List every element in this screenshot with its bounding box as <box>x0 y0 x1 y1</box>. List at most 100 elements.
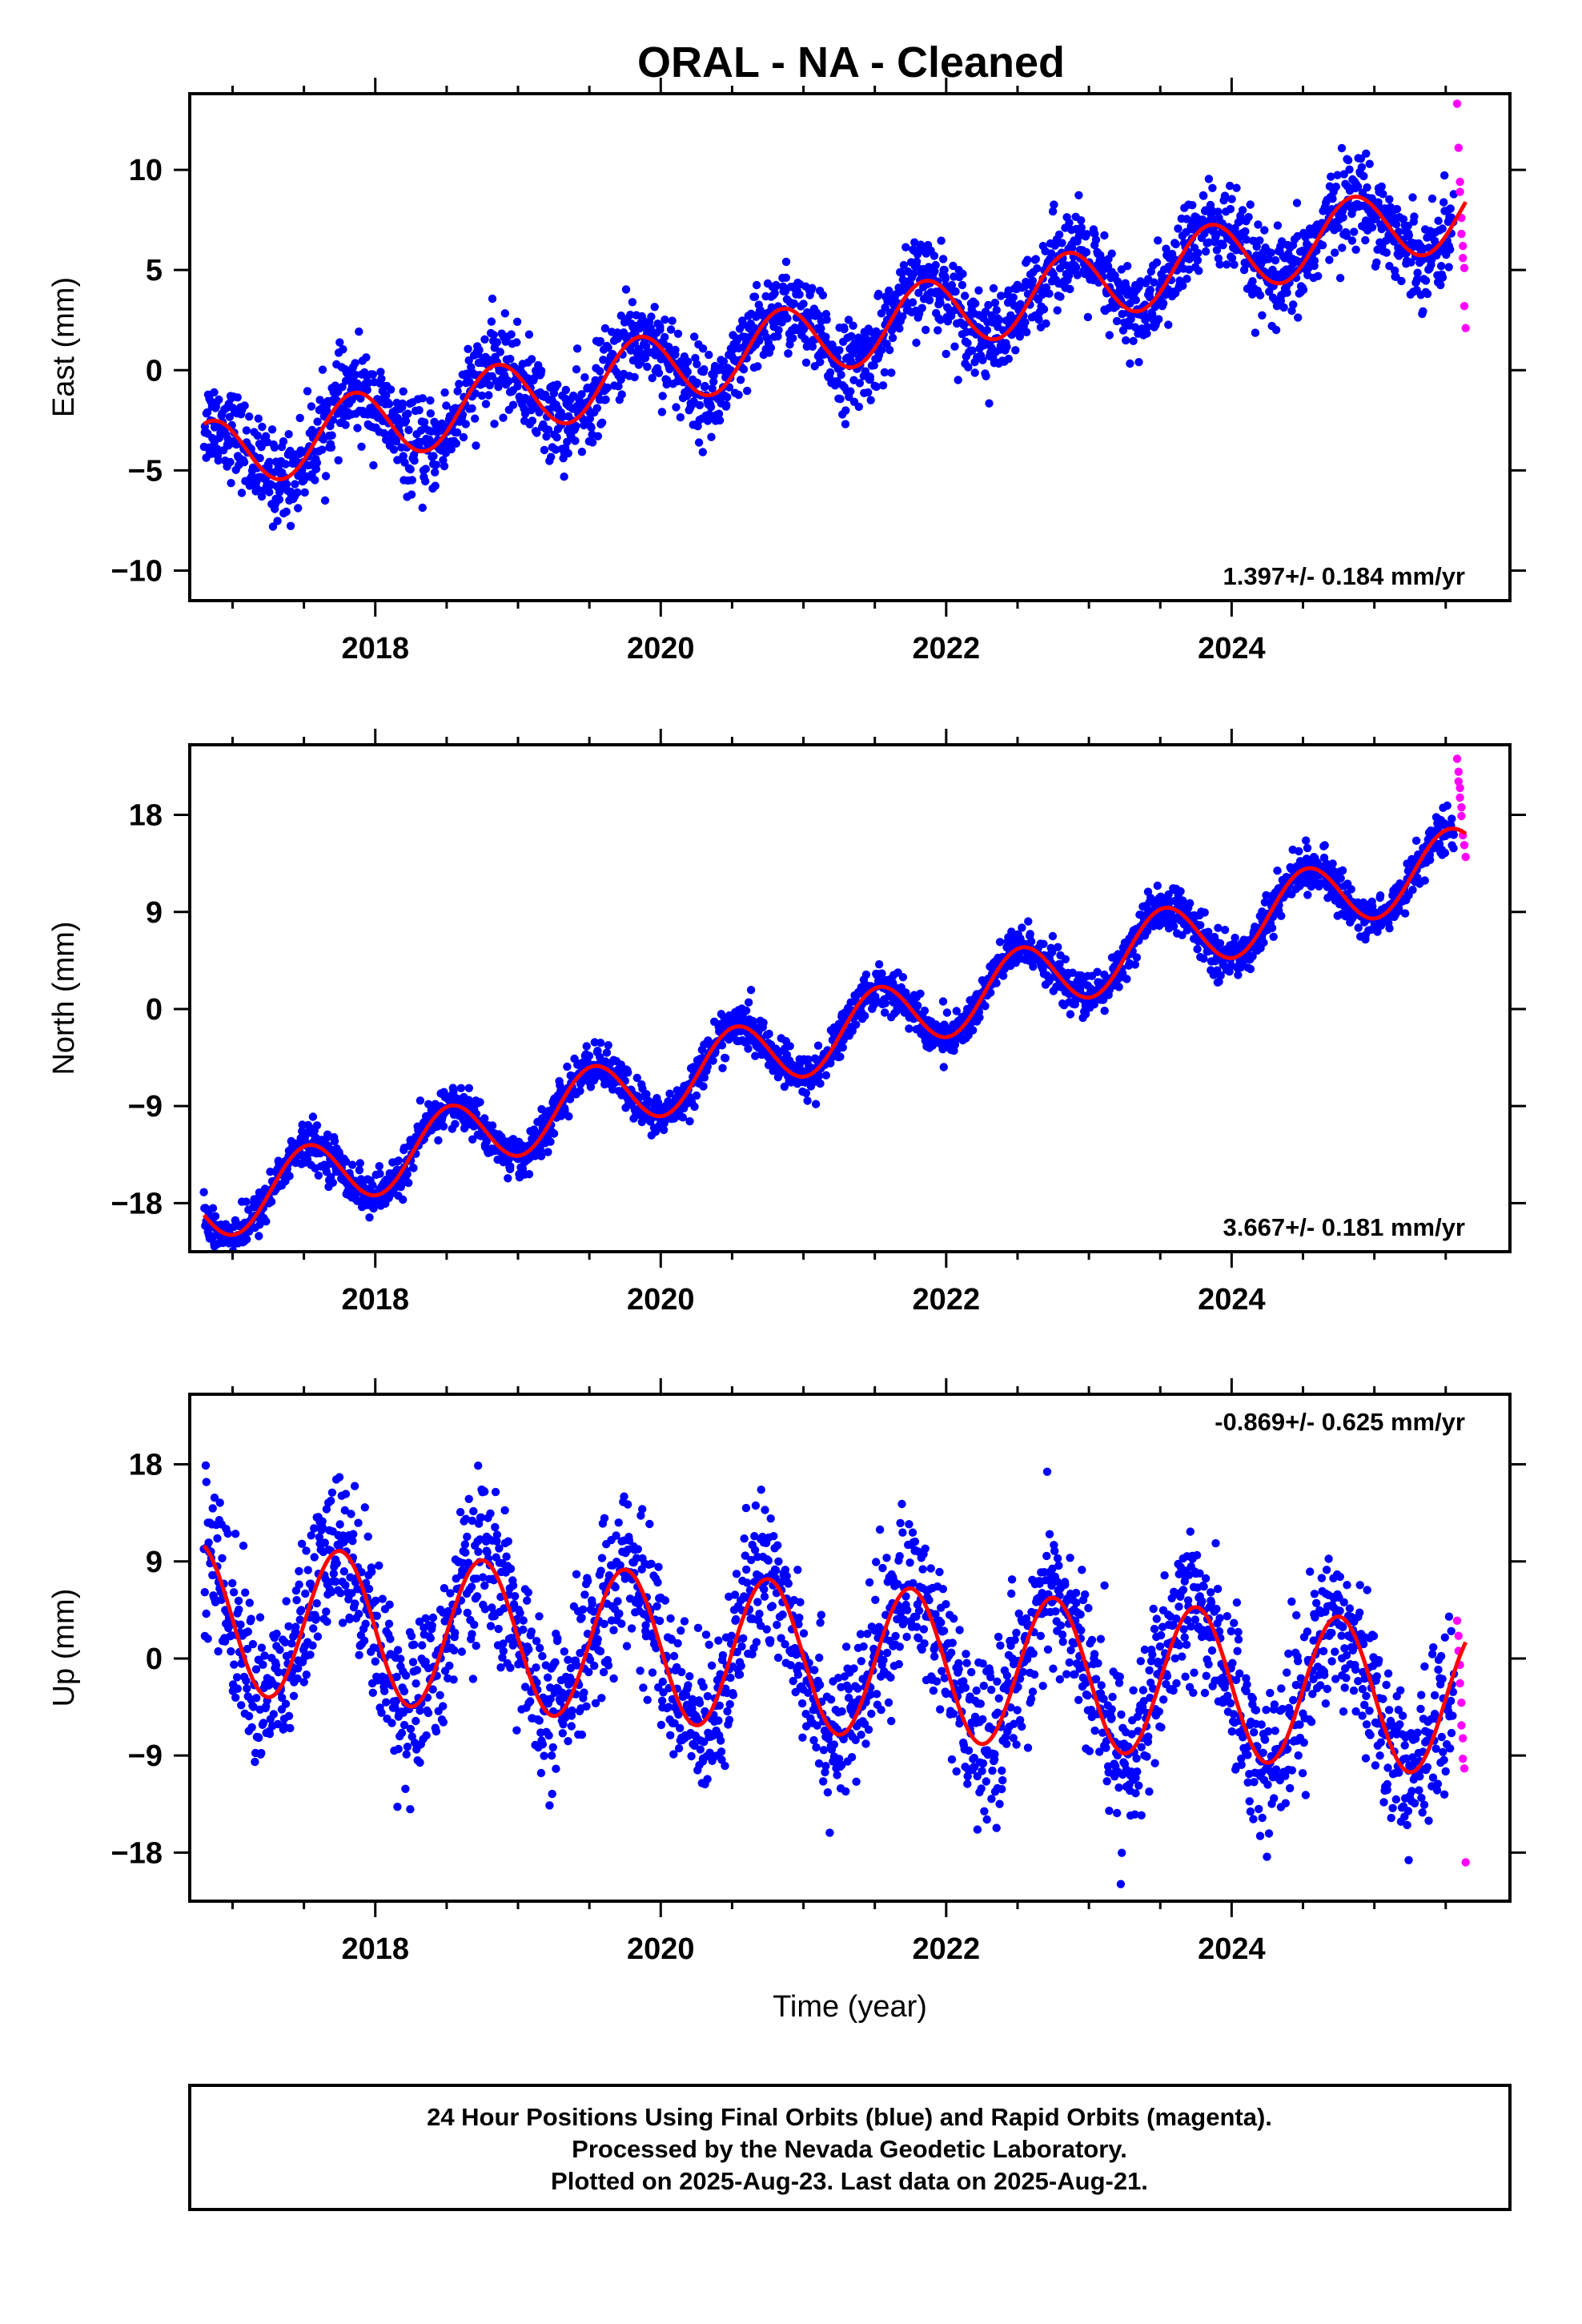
data-point <box>1449 830 1459 839</box>
rapid-point <box>1454 767 1464 776</box>
data-point <box>865 372 875 381</box>
data-point <box>265 488 274 497</box>
data-point <box>743 386 752 396</box>
data-point <box>536 1145 545 1155</box>
data-point <box>1015 332 1025 341</box>
data-point <box>291 480 299 489</box>
data-point <box>877 969 886 978</box>
data-point <box>936 316 945 324</box>
data-point <box>1146 285 1155 295</box>
data-point <box>784 349 793 358</box>
data-point <box>1277 911 1286 920</box>
data-point <box>1267 248 1275 257</box>
data-point <box>1262 891 1271 900</box>
data-point <box>1299 246 1307 255</box>
data-point <box>1404 231 1414 240</box>
data-point <box>308 1112 318 1121</box>
data-point <box>403 1170 412 1179</box>
data-point <box>1207 206 1216 215</box>
data-point <box>1269 932 1278 942</box>
y-tick-label: 10 <box>129 154 163 187</box>
data-point <box>938 997 948 1006</box>
data-point <box>805 312 813 321</box>
data-point <box>722 400 731 409</box>
data-point <box>584 1051 594 1060</box>
data-point <box>1271 325 1281 335</box>
data-point <box>1214 923 1223 932</box>
data-point <box>885 286 893 296</box>
data-point <box>200 1588 209 1597</box>
data-point <box>282 480 291 489</box>
data-point <box>1122 336 1130 345</box>
data-point <box>285 1172 294 1180</box>
rapid-point <box>1454 777 1464 786</box>
data-point <box>1048 947 1057 957</box>
x-tick-label: 2022 <box>913 1283 981 1317</box>
data-point <box>874 289 883 299</box>
data-point <box>992 979 1001 987</box>
data-point <box>431 481 440 490</box>
data-point <box>925 296 934 305</box>
data-point <box>1071 263 1081 271</box>
data-point <box>596 1039 605 1047</box>
data-point <box>409 1164 418 1172</box>
data-point <box>736 376 745 384</box>
data-point <box>475 346 484 355</box>
data-point <box>938 255 948 263</box>
data-point <box>1204 238 1213 247</box>
y-axis-label: East (mm) <box>47 277 81 417</box>
data-point <box>275 488 284 497</box>
data-point <box>1215 939 1225 948</box>
data-point <box>485 380 494 390</box>
data-point <box>500 309 509 318</box>
data-point <box>1246 200 1255 209</box>
rapid-point <box>1461 852 1470 862</box>
data-point <box>1271 255 1280 265</box>
data-point <box>964 363 973 372</box>
data-point <box>1391 219 1401 229</box>
data-point <box>656 325 665 334</box>
data-point <box>1054 943 1062 951</box>
data-point <box>293 488 302 497</box>
data-point <box>700 365 709 374</box>
data-point <box>657 408 667 416</box>
data-point <box>705 412 714 420</box>
data-point <box>1146 293 1154 302</box>
data-point <box>233 393 242 402</box>
data-point <box>958 269 967 279</box>
plot-frame <box>188 92 1512 602</box>
data-point <box>295 413 304 423</box>
data-point <box>1199 954 1208 963</box>
data-point <box>624 1068 632 1077</box>
data-point <box>767 303 777 312</box>
data-point <box>267 1197 276 1206</box>
data-point <box>315 396 324 404</box>
data-point <box>661 332 669 342</box>
data-point <box>694 438 704 447</box>
data-point <box>253 431 262 440</box>
data-point <box>1379 190 1387 199</box>
data-point <box>808 342 817 351</box>
data-point <box>580 373 589 382</box>
data-point <box>1361 235 1370 245</box>
data-point <box>837 370 845 380</box>
data-point <box>698 448 707 456</box>
data-point <box>382 391 391 400</box>
data-point <box>353 379 362 388</box>
data-point <box>990 298 1000 308</box>
data-point <box>665 1089 674 1098</box>
data-point <box>1111 302 1121 311</box>
data-point <box>951 287 960 296</box>
data-point <box>1212 246 1222 255</box>
data-point <box>1337 143 1347 153</box>
data-point <box>1050 200 1058 209</box>
data-point <box>841 420 850 428</box>
rapid-point <box>1457 802 1466 812</box>
data-point <box>1318 241 1327 250</box>
data-point <box>744 998 753 1007</box>
data-point <box>1403 222 1412 231</box>
data-point <box>407 490 416 499</box>
data-point <box>389 445 399 454</box>
data-point <box>814 1072 824 1080</box>
data-point <box>262 1217 271 1226</box>
